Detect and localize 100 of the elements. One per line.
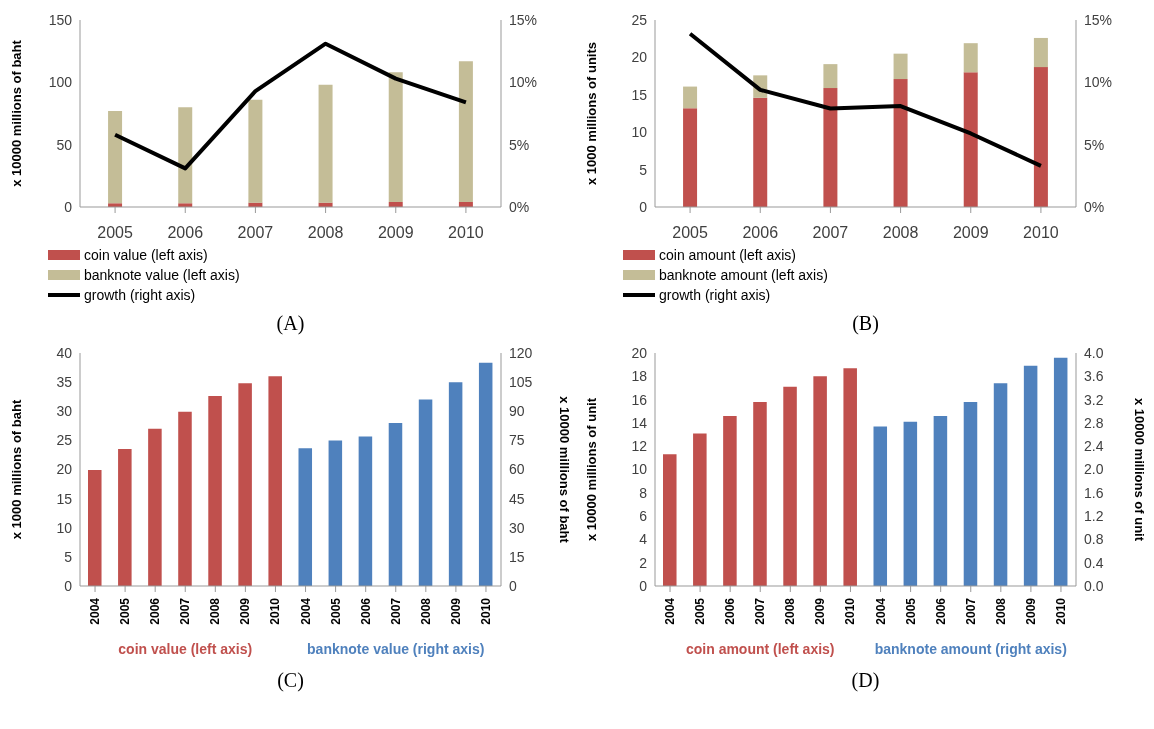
y2-tick-label: 60 bbox=[509, 461, 525, 478]
bar bbox=[328, 440, 343, 586]
bar bbox=[108, 111, 123, 204]
y-tick-label: 0 bbox=[639, 577, 648, 594]
y2-tick-label: 0% bbox=[1084, 198, 1105, 215]
bar bbox=[208, 396, 222, 586]
y2-tick-label: 2.0 bbox=[1084, 461, 1104, 478]
y-tick-label: 20 bbox=[631, 49, 648, 66]
y-tick-label: 5 bbox=[639, 161, 648, 178]
x-tick-label: 2009 bbox=[377, 224, 414, 242]
y2-tick-label: 90 bbox=[509, 403, 525, 420]
x-tick-label: 2010 bbox=[1023, 224, 1059, 242]
y2-tick-label: 45 bbox=[509, 490, 525, 507]
text: banknote amount (right axis) bbox=[874, 641, 1067, 657]
bar bbox=[753, 97, 768, 207]
bar bbox=[993, 383, 1008, 586]
x-tick-label: 2006 bbox=[723, 597, 738, 625]
x-tick-label: 2006 bbox=[167, 224, 204, 242]
y-tick-label: 10 bbox=[631, 124, 648, 141]
bar bbox=[933, 415, 948, 586]
bar bbox=[88, 470, 102, 586]
x-tick-label: 2008 bbox=[208, 597, 223, 625]
x-tick-label: 2004 bbox=[873, 597, 888, 625]
legend-label: banknote value (left axis) bbox=[83, 267, 241, 283]
legend-label: coin amount (left axis) bbox=[658, 247, 797, 263]
y-tick-label: 15 bbox=[56, 490, 73, 507]
x-tick-label: 2006 bbox=[742, 224, 779, 242]
y-tick-label: 30 bbox=[56, 403, 73, 420]
bar bbox=[753, 401, 767, 586]
bar bbox=[418, 399, 433, 586]
y-tick-label: 12 bbox=[631, 438, 648, 455]
bar bbox=[298, 448, 313, 586]
y-axis-title: x 10000 millions of baht bbox=[8, 39, 24, 187]
y2-tick-label: 15 bbox=[509, 548, 525, 565]
bar bbox=[458, 61, 473, 203]
x-tick-label: 2008 bbox=[993, 597, 1008, 625]
y2-tick-label: 0.8 bbox=[1084, 531, 1104, 548]
legend-label: growth (right axis) bbox=[658, 287, 772, 303]
x-tick-label: 2006 bbox=[148, 597, 163, 625]
bar bbox=[178, 107, 193, 204]
bar bbox=[478, 362, 493, 586]
x-tick-label: 2006 bbox=[358, 597, 373, 625]
bar bbox=[823, 64, 838, 89]
bar bbox=[723, 415, 737, 586]
y-tick-label: 35 bbox=[56, 374, 73, 391]
y-axis-title: x 1000 millions of units bbox=[583, 41, 599, 186]
bar bbox=[358, 436, 373, 586]
y-tick-label: 50 bbox=[56, 136, 73, 153]
x-tick-label: 2007 bbox=[237, 224, 274, 242]
line-series bbox=[688, 31, 1043, 168]
y-axis-title: x 10000 millions of unit bbox=[583, 397, 599, 542]
bar bbox=[148, 428, 162, 586]
bar bbox=[388, 72, 403, 203]
bar bbox=[178, 411, 192, 586]
x-tick-label: 2010 bbox=[268, 597, 283, 625]
bar bbox=[248, 99, 263, 203]
x-tick-label: 2009 bbox=[813, 597, 828, 625]
y-tick-label: 150 bbox=[48, 11, 73, 28]
y2-tick-label: 0.4 bbox=[1084, 554, 1104, 571]
x-tick-label: 2009 bbox=[952, 224, 989, 242]
y-tick-label: 20 bbox=[56, 461, 73, 478]
y2-tick-label: 30 bbox=[509, 519, 525, 536]
bar bbox=[783, 386, 797, 586]
text: banknote value (right axis) bbox=[307, 641, 485, 657]
bar bbox=[963, 43, 978, 73]
y-tick-label: 0 bbox=[64, 577, 73, 594]
bar bbox=[238, 383, 252, 586]
text: coin value (left axis) bbox=[118, 641, 253, 657]
bar bbox=[1033, 67, 1048, 207]
y2-tick-label: 10% bbox=[1084, 74, 1113, 91]
y-tick-label: 25 bbox=[56, 432, 73, 449]
y2-tick-label: 1.6 bbox=[1084, 484, 1104, 501]
x-tick-label: 2010 bbox=[478, 597, 493, 625]
y2-tick-label: 75 bbox=[509, 432, 525, 449]
x-tick-label: 2008 bbox=[882, 224, 919, 242]
bar bbox=[903, 421, 918, 586]
bar bbox=[823, 88, 838, 207]
x-tick-label: 2009 bbox=[1023, 597, 1038, 625]
y2-tick-label: 3.2 bbox=[1084, 391, 1104, 408]
bar bbox=[893, 53, 908, 80]
y2-tick-label: 5% bbox=[1084, 136, 1105, 153]
line-series bbox=[113, 41, 468, 171]
bar bbox=[683, 108, 698, 207]
y2-tick-label: 2.4 bbox=[1084, 438, 1104, 455]
x-tick-label: 2005 bbox=[97, 224, 133, 242]
bar bbox=[1023, 365, 1038, 586]
bar bbox=[893, 79, 908, 207]
legend-label: banknote amount (left axis) bbox=[658, 267, 829, 283]
y2-tick-label: 5% bbox=[509, 136, 530, 153]
y-axis-title: x 1000 millions of baht bbox=[8, 399, 24, 540]
x-tick-label: 2005 bbox=[693, 597, 708, 625]
y-tick-label: 0 bbox=[64, 198, 73, 215]
y-tick-label: 25 bbox=[631, 11, 648, 28]
y-tick-label: 10 bbox=[631, 461, 648, 478]
y-tick-label: 20 bbox=[631, 344, 648, 361]
y2-tick-label: 1.2 bbox=[1084, 508, 1104, 525]
bar bbox=[118, 449, 132, 586]
y2-tick-label: 0.0 bbox=[1084, 577, 1104, 594]
bar bbox=[663, 454, 677, 586]
x-tick-label: 2008 bbox=[783, 597, 798, 625]
